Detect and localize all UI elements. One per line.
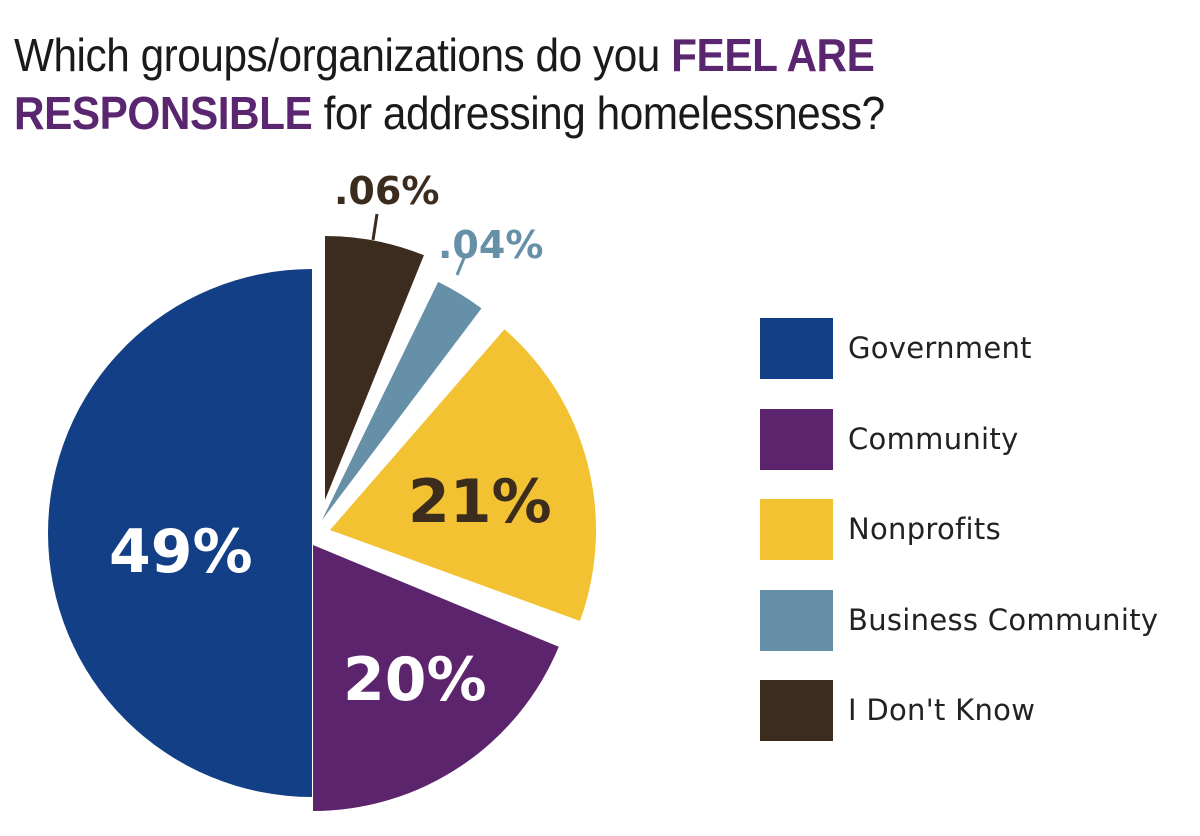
pie-slice-dont-know <box>325 236 424 500</box>
dontknow-leader-line <box>371 213 379 241</box>
legend-label: Nonprofits <box>848 512 1001 546</box>
legend-swatch-community <box>760 408 833 470</box>
legend-label: Government <box>848 331 1032 365</box>
government-slice-label: 49% <box>109 517 253 587</box>
legend-swatch-government <box>760 318 833 379</box>
pie-slice-nonprofits <box>330 329 596 621</box>
title-highlight2: RESPONSIBLE <box>14 87 313 139</box>
business-leader-line <box>455 257 466 276</box>
legend-label: I Don't Know <box>848 693 1036 727</box>
pie-slice-community <box>313 545 559 811</box>
legend-swatch-dont-know <box>760 680 833 741</box>
legend-label: Business Community <box>848 602 1159 637</box>
community-slice-label: 20% <box>343 645 487 715</box>
legend-swatch-nonprofits <box>760 499 833 560</box>
business-slice-label: .04% <box>438 223 543 267</box>
title-part1: Which groups/organizations do you <box>14 29 672 81</box>
title-highlight1: FEEL ARE <box>671 29 875 81</box>
pie-slice-business-community <box>322 281 482 520</box>
dontknow-slice-label: .06% <box>334 169 439 213</box>
title-part2: for addressing homelessness? <box>312 87 886 139</box>
nonprofits-slice-label: 21% <box>408 467 552 537</box>
legend-swatch-business-community <box>760 589 833 651</box>
pie-slice-government <box>48 269 312 797</box>
chart-title: Which groups/organizations do you FEEL A… <box>14 26 1100 142</box>
legend-label: Community <box>848 421 1019 456</box>
